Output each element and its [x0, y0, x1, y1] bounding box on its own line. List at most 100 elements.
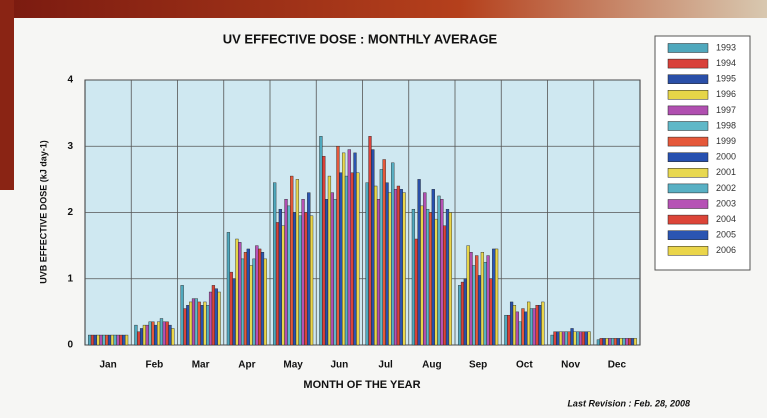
bar [298, 215, 302, 346]
bar [396, 185, 401, 346]
bar [319, 136, 323, 346]
bar [148, 321, 152, 346]
x-tick-label: Feb [145, 360, 163, 371]
bar [538, 305, 542, 346]
bar [353, 152, 357, 346]
legend-label: 2003 [716, 198, 736, 208]
bar [368, 136, 372, 346]
x-tick-label: Jan [100, 360, 117, 371]
bar [630, 338, 635, 346]
legend-label: 1999 [716, 136, 736, 146]
bar [518, 321, 522, 346]
background-strip [0, 0, 14, 190]
x-tick-label: Nov [561, 360, 580, 371]
bar [489, 278, 493, 346]
bar [154, 324, 158, 346]
legend-label: 1994 [716, 58, 736, 68]
legend-swatch [667, 152, 709, 162]
bar [342, 152, 346, 346]
bar [633, 338, 637, 346]
bar [445, 208, 450, 346]
bar [374, 185, 378, 346]
bar [440, 199, 444, 346]
x-tick-label: Dec [608, 360, 627, 371]
bar [208, 291, 213, 346]
legend-swatch [667, 105, 709, 116]
x-tick-label: Apr [238, 360, 255, 371]
legend-label: 2000 [716, 152, 736, 162]
legend-swatch [667, 183, 709, 194]
bar [211, 285, 216, 346]
bar [431, 189, 435, 346]
bar [249, 265, 253, 346]
legend-swatch [667, 246, 709, 256]
legend-swatch [667, 199, 709, 209]
bar [608, 338, 612, 346]
bar [191, 298, 196, 346]
bar [414, 238, 418, 346]
bar [165, 321, 169, 346]
legend-swatch [667, 230, 709, 240]
bar [512, 305, 517, 346]
x-tick-label: Mar [192, 360, 210, 371]
bar [275, 222, 280, 346]
bar [521, 308, 525, 346]
x-axis-label: MONTH OF THE YEAR [303, 379, 420, 391]
bar [472, 265, 476, 346]
bar [139, 328, 144, 346]
bar [507, 314, 511, 346]
bar [90, 334, 95, 346]
bar [189, 301, 193, 346]
bar [532, 308, 536, 346]
bar [458, 285, 462, 346]
legend-label: 2004 [716, 214, 736, 224]
bar [425, 208, 430, 346]
legend-swatch [667, 168, 709, 178]
bar [417, 179, 421, 346]
bar [134, 324, 138, 346]
bar [486, 255, 490, 346]
bar [252, 258, 256, 346]
bar [356, 172, 360, 346]
bar [625, 338, 629, 346]
bar [214, 288, 218, 346]
legend-label: 2006 [716, 245, 736, 255]
bar [509, 301, 514, 346]
bar [145, 324, 149, 346]
y-axis-label: UVB EFFECTIVE DOSE (kJ day-1) [38, 140, 48, 284]
bar [243, 252, 248, 346]
bar [157, 321, 161, 346]
bar [255, 245, 259, 346]
bar [183, 308, 187, 346]
bar [113, 334, 117, 346]
legend-swatch [667, 74, 709, 84]
bar [423, 192, 427, 346]
footnote: Last Revision : Feb. 28, 2008 [567, 398, 690, 408]
bar [96, 334, 100, 346]
bar [382, 159, 386, 346]
bar [564, 331, 568, 346]
x-tick-label: Jul [378, 360, 393, 371]
bar [570, 328, 574, 346]
bar [622, 338, 626, 346]
legend-label: 1993 [716, 42, 736, 52]
bar [402, 192, 406, 346]
bar [105, 334, 109, 346]
bar [628, 338, 632, 346]
bar [391, 162, 395, 346]
bar [399, 189, 403, 346]
bar [581, 331, 586, 346]
bar [371, 149, 375, 346]
bar [347, 149, 351, 346]
bar [102, 334, 106, 346]
bar [477, 275, 482, 346]
y-tick-label: 3 [67, 141, 73, 152]
bar [443, 225, 447, 346]
bar [260, 252, 265, 346]
bar [273, 182, 277, 346]
bar [599, 338, 603, 346]
bar [142, 324, 147, 346]
x-tick-label: Sep [469, 360, 487, 371]
legend-swatch [667, 214, 709, 225]
bar [226, 232, 231, 346]
